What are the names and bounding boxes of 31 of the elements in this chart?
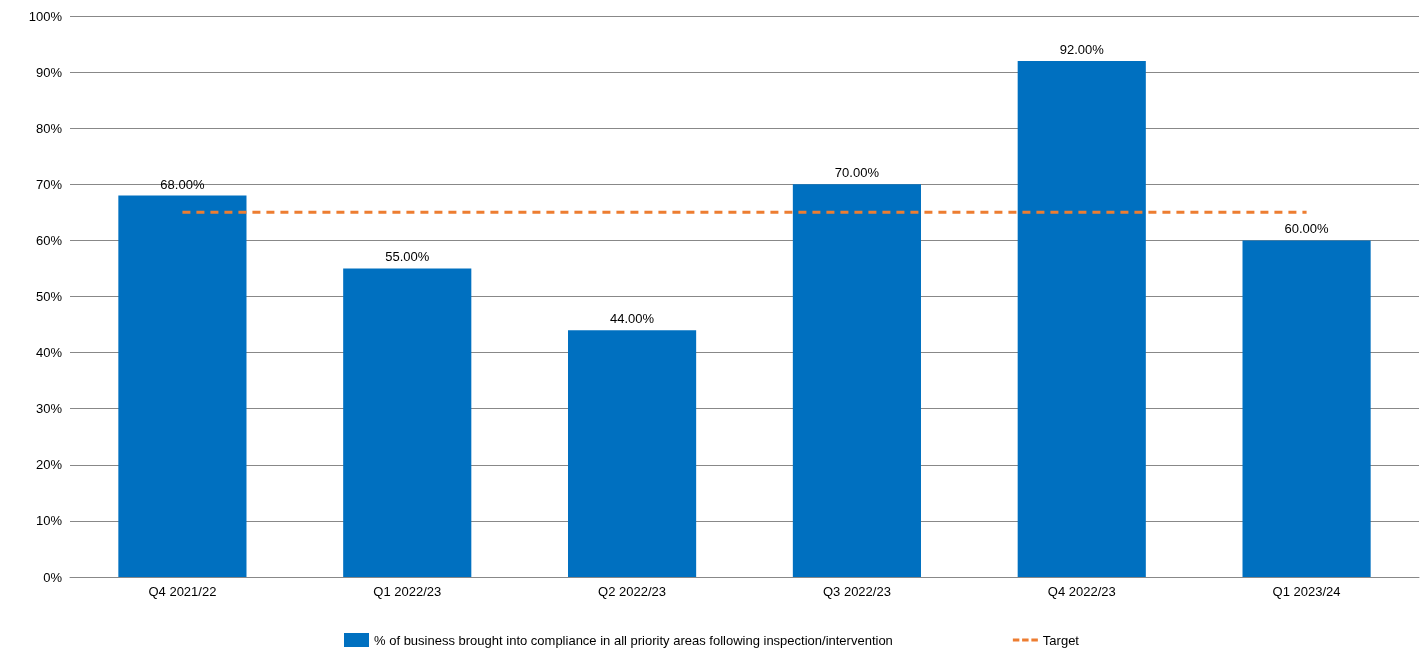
y-tick-label: 20% [35,457,63,473]
y-tick-label: 40% [35,345,63,361]
data-label: 68.00% [160,176,205,192]
bar [792,184,921,577]
y-tick-label: 30% [35,401,63,417]
data-label: 92.00% [1059,41,1105,57]
x-tick-label: Q1 2023/24 [1272,584,1341,599]
bar [343,268,472,577]
y-tick-label: 0% [43,569,63,585]
x-tick-label: Q4 2022/23 [1047,584,1116,599]
y-tick-label: 60% [35,232,63,248]
data-label: 44.00% [610,311,655,327]
y-tick-label: 90% [35,64,63,80]
y-tick-label: 70% [35,176,63,192]
y-tick-label: 80% [35,120,63,136]
y-tick-label: 50% [35,289,63,304]
x-tick-label: Q1 2022/23 [373,584,442,599]
legend-label: % of business brought into compliance in all priority areas following inspection/intervention [374,632,893,648]
data-label: 70.00% [834,165,880,181]
bar [568,330,697,577]
x-tick-label: Q2 2022/23 [598,584,667,599]
y-tick-label: 10% [35,513,63,529]
x-tick-label: Q4 2021/22 [148,584,217,599]
data-label: 60.00% [1284,221,1330,237]
data-label: 55.00% [385,249,430,265]
legend-label: Target [1042,632,1080,648]
x-tick-label: Q3 2022/23 [822,584,891,599]
bar [118,195,247,577]
bar [1017,60,1146,577]
bar [1242,240,1371,577]
y-tick-label: 100% [28,8,63,24]
